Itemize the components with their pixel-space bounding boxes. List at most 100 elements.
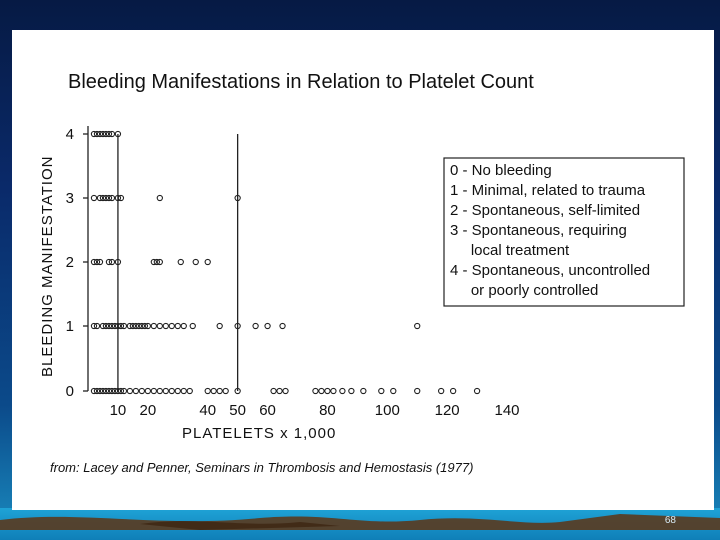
data-point [129,322,137,330]
data-point [117,387,125,395]
y-tick-label: 1 [66,318,74,335]
slide-content-image: Bleeding Manifestations in Relation to P… [12,30,714,510]
data-point [93,130,101,138]
data-point [438,387,445,395]
x-tick-label: 140 [494,402,519,419]
data-point [114,130,122,138]
data-point [156,322,163,330]
data-point [105,322,113,330]
data-point [234,322,241,330]
data-point [90,322,98,330]
data-point [153,258,160,266]
data-point [150,322,157,330]
data-point [279,322,286,330]
x-tick-label: 20 [140,402,157,419]
data-point [114,258,122,266]
x-axis-label: PLATELETS x 1,000 [182,425,336,442]
data-point [177,258,184,266]
data-point [204,258,211,266]
data-point [105,130,113,138]
data-point [93,258,101,266]
data-point [108,387,116,395]
data-point [117,322,125,330]
x-tick-label: 80 [319,402,336,419]
x-tick-label: 40 [199,402,216,419]
data-point [189,322,196,330]
data-point [111,322,119,330]
data-point [99,194,107,202]
data-point [108,258,116,266]
data-point [93,387,101,395]
legend-entry: or poorly controlled [450,282,598,299]
y-tick-label: 4 [66,126,74,143]
data-point [126,322,134,330]
y-axis-label: BLEEDING MANIFESTATION [39,156,56,377]
data-point [348,387,355,395]
data-point [414,322,421,330]
data-point [108,322,116,330]
data-point [168,322,175,330]
data-point [96,387,104,395]
legend-entry: 1 - Minimal, related to trauma [450,182,646,199]
data-point [156,194,163,202]
data-point [99,387,107,395]
data-point [318,387,325,395]
data-point [186,387,193,395]
decorative-brush-stroke [0,514,720,530]
data-point [108,194,116,202]
data-point [312,387,319,395]
data-point [216,387,223,395]
data-point [449,387,457,395]
data-point [324,387,331,395]
legend-entry: 4 - Spontaneous, uncontrolled [450,262,650,279]
data-point [339,387,346,395]
data-point [138,322,146,330]
data-point [276,387,283,395]
data-point [180,387,187,395]
data-point [102,322,110,330]
data-point [96,194,104,202]
data-point [162,322,169,330]
data-point [120,387,128,395]
data-point [105,258,113,266]
data-point [270,387,277,395]
x-tick-label: 100 [375,402,400,419]
data-point [156,387,163,395]
data-point [168,387,175,395]
data-point [135,322,143,330]
data-point [99,322,107,330]
data-point [126,387,134,395]
chart-title: Bleeding Manifestations in Relation to P… [68,71,534,93]
data-point [114,322,122,330]
data-point [264,322,271,330]
data-point [141,322,149,330]
x-tick-label: 60 [259,402,276,419]
data-point [390,387,397,395]
data-point [114,387,122,395]
data-point [96,130,104,138]
data-point [102,130,110,138]
data-point [204,387,211,395]
x-tick-label: 10 [110,402,127,419]
data-point [144,387,152,395]
data-point [174,322,181,330]
data-point [138,387,146,395]
data-point [150,387,157,395]
data-point [180,322,187,330]
data-point [473,387,481,395]
data-point [105,387,113,395]
x-tick-label: 120 [435,402,460,419]
data-point [282,387,289,395]
data-point [90,387,98,395]
data-point [99,130,107,138]
data-point [192,258,199,266]
data-point [90,130,98,138]
legend-entry: 3 - Spontaneous, requiring [450,222,627,239]
data-point [234,387,241,395]
data-point [234,194,241,202]
chart-axes: 0 1 2 3 4 10 20 40 50 60 80 100 120 140 [66,126,520,419]
data-point [102,387,110,395]
data-point [117,194,125,202]
data-points [90,130,481,395]
legend-entry: local treatment [450,242,570,259]
